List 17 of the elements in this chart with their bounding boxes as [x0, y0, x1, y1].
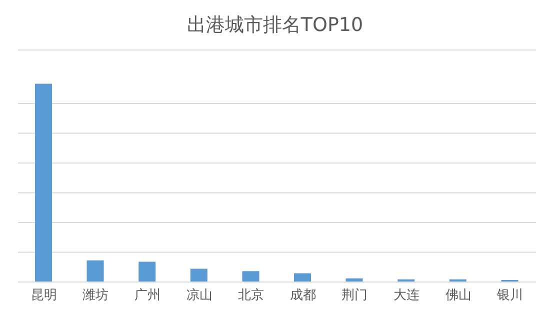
x-tick-label: 银川: [496, 288, 524, 304]
x-tick-label: 荆门: [342, 287, 368, 304]
chart-title: 出港城市排名TOP10: [186, 13, 364, 38]
x-tick-label: 凉山: [186, 288, 212, 304]
bar: [294, 273, 311, 282]
bar: [138, 262, 156, 282]
x-tick-label: 潍坊: [82, 288, 109, 304]
x-tick-label: 大连: [394, 288, 420, 304]
x-tick-label: 佛山: [445, 288, 472, 304]
bar: [190, 268, 208, 282]
x-tick-label: 广州: [134, 288, 160, 304]
bar: [86, 260, 104, 282]
x-tick-label: 成都: [290, 288, 316, 304]
bar: [242, 271, 260, 282]
bar: [35, 84, 52, 282]
x-tick-label: 昆明: [30, 288, 57, 304]
x-tick-label: 北京: [238, 288, 264, 304]
